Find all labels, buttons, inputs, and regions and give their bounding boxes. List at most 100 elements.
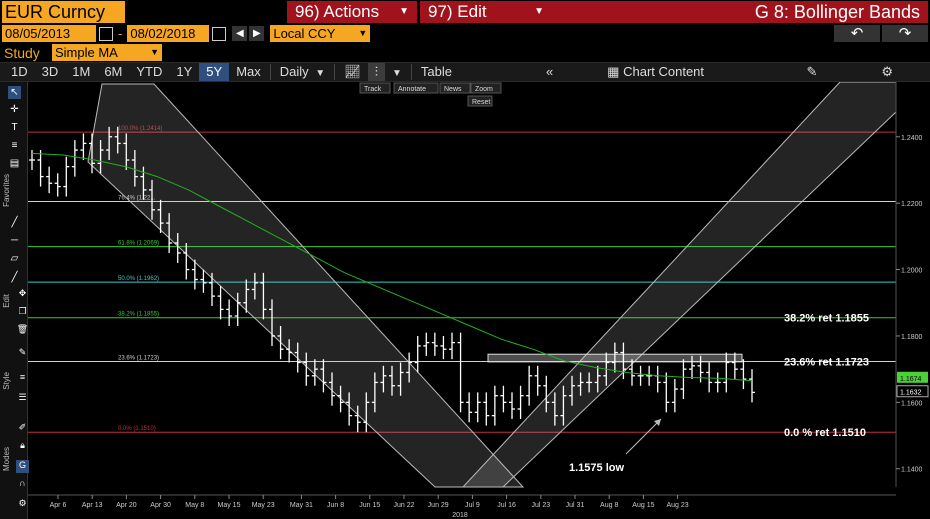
hline-icon[interactable]: ─ <box>10 235 19 246</box>
chart-type-dropdown[interactable]: ▼ <box>385 63 409 81</box>
study-select[interactable]: Simple MA ▼ <box>52 44 162 61</box>
delete-icon[interactable]: 🗑︎ <box>16 324 29 334</box>
channel-icon[interactable]: ▱ <box>10 253 19 264</box>
period-max[interactable]: Max <box>236 64 261 79</box>
tool-track-label: Track <box>364 86 382 93</box>
edit-label: 97) Edit <box>428 2 487 21</box>
period-ytd[interactable]: YTD <box>136 64 163 79</box>
bar-chart-button[interactable]: ⫶ <box>367 63 385 81</box>
tool-zoom-box <box>470 82 502 94</box>
ohlc-bar <box>500 385 507 413</box>
crosshair-icon[interactable]: ✛ <box>10 104 19 115</box>
period-3d[interactable]: 3D <box>41 64 59 79</box>
magnet-icon[interactable]: ∩ <box>19 478 26 488</box>
trendline-icon[interactable]: ╱ <box>11 217 18 228</box>
period-1m[interactable]: 1M <box>72 64 91 79</box>
x-tick-label: Aug 15 <box>632 502 654 509</box>
actions-menu[interactable]: 96) Actions ▼ <box>287 1 417 23</box>
ohlc-bar <box>234 292 241 326</box>
collapse-button[interactable]: « <box>539 63 560 81</box>
period-1y[interactable]: 1Y <box>176 64 193 79</box>
lock-icon[interactable]: 🔒︎ <box>20 440 25 450</box>
period-buttons: 1D 3D 1M 6M YTD 1Y 5Y Max <box>4 63 268 81</box>
ohlc-bar <box>329 372 335 406</box>
period-1d[interactable]: 1D <box>11 64 28 79</box>
redo-icon: ↷ <box>898 25 912 42</box>
color-icon[interactable]: ✎ <box>18 347 27 357</box>
prev-period-button[interactable]: ◀ <box>232 26 248 41</box>
line-width-icon[interactable]: ☰ <box>18 392 27 402</box>
ohlc-bar <box>663 372 670 413</box>
x-tick-label: May 8 <box>185 502 204 509</box>
edit-chart-button[interactable]: ✎ <box>799 63 824 81</box>
redo-button[interactable]: ↷ <box>882 25 928 42</box>
calendar-icon[interactable] <box>212 26 227 41</box>
ohlc-bar <box>646 365 653 386</box>
fib-label-6: 0.0% (1.1510) <box>118 426 156 432</box>
tool-track-box <box>359 82 391 94</box>
move-icon[interactable]: ✥ <box>18 288 27 298</box>
x-tick-label: Jun 15 <box>359 502 380 509</box>
start-date-field[interactable]: 08/05/2013 <box>2 25 96 42</box>
ohlc-bar <box>106 126 113 161</box>
settings-icon[interactable]: ⚙ <box>18 498 27 508</box>
period-5y[interactable]: 5Y <box>199 63 230 81</box>
ohlc-bar <box>89 133 95 174</box>
x-tick-label: Apr 6 <box>50 502 67 509</box>
undo-button[interactable]: ↶ <box>834 25 880 42</box>
measure-icon[interactable]: ▤ <box>9 158 20 169</box>
x-tick-label: Jul 31 <box>566 502 585 509</box>
ohlc-bar <box>209 272 215 307</box>
line-chart-button[interactable]: 📈︎ <box>337 63 368 81</box>
y-axis: 1.2400 1.2200 1.2000 1.1800 1.1600 1.1400 1.16… <box>895 82 929 487</box>
chevron-down-icon: ▼ <box>358 28 368 38</box>
currency-value: Local CCY <box>273 26 336 41</box>
ohlc-bar <box>671 379 678 413</box>
line-style-icon[interactable]: ≡ <box>19 372 26 382</box>
fib-tool-icon[interactable]: ≡ <box>11 140 18 151</box>
text-tool-icon[interactable]: T <box>11 122 18 133</box>
calendar-icon[interactable] <box>99 26 113 41</box>
ohlc-bar <box>354 405 361 433</box>
low-arrow-head <box>654 419 661 426</box>
tool-annotate-label: Annotate <box>398 86 426 93</box>
ohlc-bar <box>243 279 250 313</box>
pen-icon[interactable]: ✐ <box>18 422 27 432</box>
ohlc-bar <box>114 126 121 154</box>
ohlc-bar <box>714 372 721 393</box>
frequency-select[interactable]: Daily ▼ <box>273 63 332 81</box>
end-date-field[interactable]: 08/02/2018 <box>127 25 210 42</box>
chart-toolbar: 1D 3D 1M 6M YTD 1Y 5Y Max Daily ▼ 📈︎ ⫶ ▼ Table … <box>0 62 930 82</box>
ohlc-bar <box>71 140 78 177</box>
x-tick-label: Aug 23 <box>667 502 689 509</box>
mode-icon[interactable]: G <box>16 460 29 473</box>
ohlc-bar <box>97 140 104 174</box>
edit-menu[interactable]: 97) Edit ▼ <box>420 1 552 23</box>
ohlc-bar <box>457 332 464 413</box>
y-tick-label: 1.1800 <box>901 334 923 341</box>
period-6m[interactable]: 6M <box>104 64 123 79</box>
ohlc-bar <box>380 365 387 393</box>
last-price-badge <box>897 371 928 383</box>
cursor-icon[interactable]: ↖ <box>8 86 21 99</box>
line-tool-icon[interactable]: ╱ <box>11 272 18 283</box>
style-label: Style <box>2 372 11 390</box>
table-button[interactable]: Table <box>420 64 452 79</box>
chevron-down-icon: ▼ <box>150 47 159 57</box>
x-axis: Apr 6 Apr 13 Apr 20 Apr 30 May 8 May 15 May 23… <box>28 494 896 519</box>
copy-icon[interactable]: ❐ <box>18 306 27 316</box>
tool-reset-box <box>467 95 493 107</box>
price-chart[interactable]: 100.0% (1.2414) 76.4% (1.22... 61.8% (1.20… <box>28 82 930 519</box>
next-period-button[interactable]: ▶ <box>249 26 265 41</box>
security-field[interactable]: EUR Curncy <box>2 1 125 23</box>
chart-content-button[interactable]: ▦ Chart Content <box>600 63 750 81</box>
ohlc-bar <box>731 352 738 380</box>
ohlc-bar <box>123 133 130 170</box>
currency-select[interactable]: Local CCY ▼ <box>270 25 371 42</box>
ohlc-bar <box>474 392 481 423</box>
settings-button[interactable]: ⚙ <box>874 63 900 81</box>
date-bar: 08/05/2013 - 08/02/2018 ◀ ▶ Local CCY ▼ … <box>0 24 930 43</box>
ohlc-bar <box>517 385 524 419</box>
ohlc-bar <box>131 150 138 187</box>
title-bar: EUR Curncy 96) Actions ▼ 97) Edit ▼ G 8:… <box>0 0 930 24</box>
